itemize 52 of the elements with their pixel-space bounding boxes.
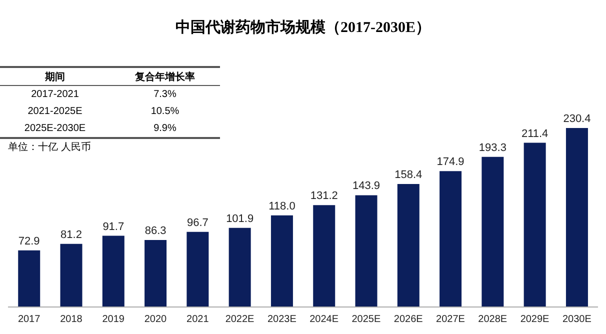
bar (144, 240, 167, 307)
x-tick-label: 2022E (225, 314, 255, 326)
data-label: 211.4 (521, 128, 548, 140)
x-tick-label: 2019 (102, 314, 125, 326)
data-label: 72.9 (18, 235, 40, 248)
text: 2021-2025E (26, 105, 84, 119)
annotation: 9.9% (152, 122, 178, 136)
text: 7.3% (152, 88, 178, 102)
data-label: 174.9 (436, 156, 464, 168)
x-tick-label: 2030E (562, 314, 592, 326)
bar (270, 215, 293, 307)
text: 复合年增长率 (134, 70, 196, 84)
bar (102, 236, 124, 307)
text: 期间 (44, 70, 66, 84)
data-label: 158.4 (394, 168, 422, 181)
data-label: 96.7 (186, 216, 208, 229)
data-label: 86.3 (144, 224, 166, 237)
data-label: 131.2 (310, 190, 338, 202)
bar (186, 232, 209, 307)
bar (397, 184, 420, 307)
bar (482, 156, 504, 307)
x-tick-label: 2024E (310, 314, 339, 326)
chart-title: 中国代谢药物市场规模（2017-2030E） (174, 18, 432, 37)
x-tick-label: 2020 (144, 314, 168, 326)
bar (566, 128, 588, 307)
data-label: 230.4 (563, 113, 591, 125)
data-label: 91.7 (102, 220, 124, 233)
x-tick-label: 2027E (436, 314, 466, 326)
data-label: 101.9 (226, 212, 254, 225)
x-tick-label: 2026E (394, 314, 424, 326)
data-label: 143.9 (352, 180, 380, 192)
x-tick-label: 2021 (186, 314, 210, 326)
data-label: 118.0 (268, 200, 296, 212)
annotation: 单位：十亿 人民币 (8, 140, 91, 154)
data-label: 81.2 (60, 228, 82, 241)
x-tick-label: 2029E (520, 314, 550, 326)
x-tick-label: 2023E (267, 314, 297, 326)
bar (355, 195, 378, 307)
x-tick-label: 2017 (18, 314, 41, 326)
annotation: 2025E-2030E (23, 122, 87, 136)
bar (524, 142, 546, 307)
text: 10.5% (150, 105, 180, 119)
text: 2017-2021 (30, 88, 80, 102)
x-tick-label: 2028E (478, 314, 508, 326)
bar (228, 228, 251, 307)
bar (18, 250, 40, 307)
x-tick-label: 2025E (352, 314, 381, 326)
data-label: 193.3 (478, 142, 506, 154)
bar (60, 244, 82, 307)
bar (440, 171, 462, 307)
x-tick-label: 2018 (60, 314, 83, 326)
bar (313, 205, 336, 307)
